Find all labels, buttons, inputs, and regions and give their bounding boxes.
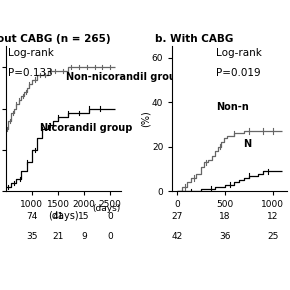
Text: 21: 21 <box>52 232 64 241</box>
Text: 41: 41 <box>52 212 64 221</box>
Text: 18: 18 <box>219 212 231 221</box>
Text: P=0.133: P=0.133 <box>8 68 53 78</box>
Text: 74: 74 <box>26 212 38 221</box>
Text: 27: 27 <box>171 212 183 221</box>
Text: b. With CABG: b. With CABG <box>155 34 233 44</box>
Text: 35: 35 <box>26 232 38 241</box>
Text: 0: 0 <box>107 232 113 241</box>
Text: (days): (days) <box>93 204 121 213</box>
X-axis label: (days): (days) <box>48 211 79 221</box>
Text: N: N <box>244 139 252 149</box>
Text: Non-nicorandil group: Non-nicorandil group <box>66 72 182 82</box>
Text: Nicorandil group: Nicorandil group <box>40 123 133 133</box>
Text: Log-rank: Log-rank <box>216 48 262 58</box>
Text: 42: 42 <box>171 232 183 241</box>
Y-axis label: (%): (%) <box>140 110 151 127</box>
Text: Non-n: Non-n <box>216 102 249 111</box>
Text: 25: 25 <box>267 232 278 241</box>
Text: 15: 15 <box>78 212 90 221</box>
Text: 9: 9 <box>81 232 87 241</box>
Text: out CABG (n = 265): out CABG (n = 265) <box>0 34 110 44</box>
Text: Log-rank: Log-rank <box>8 48 54 58</box>
Text: 36: 36 <box>219 232 231 241</box>
Text: 12: 12 <box>267 212 278 221</box>
Text: 0: 0 <box>107 212 113 221</box>
Text: P=0.019: P=0.019 <box>216 68 260 78</box>
